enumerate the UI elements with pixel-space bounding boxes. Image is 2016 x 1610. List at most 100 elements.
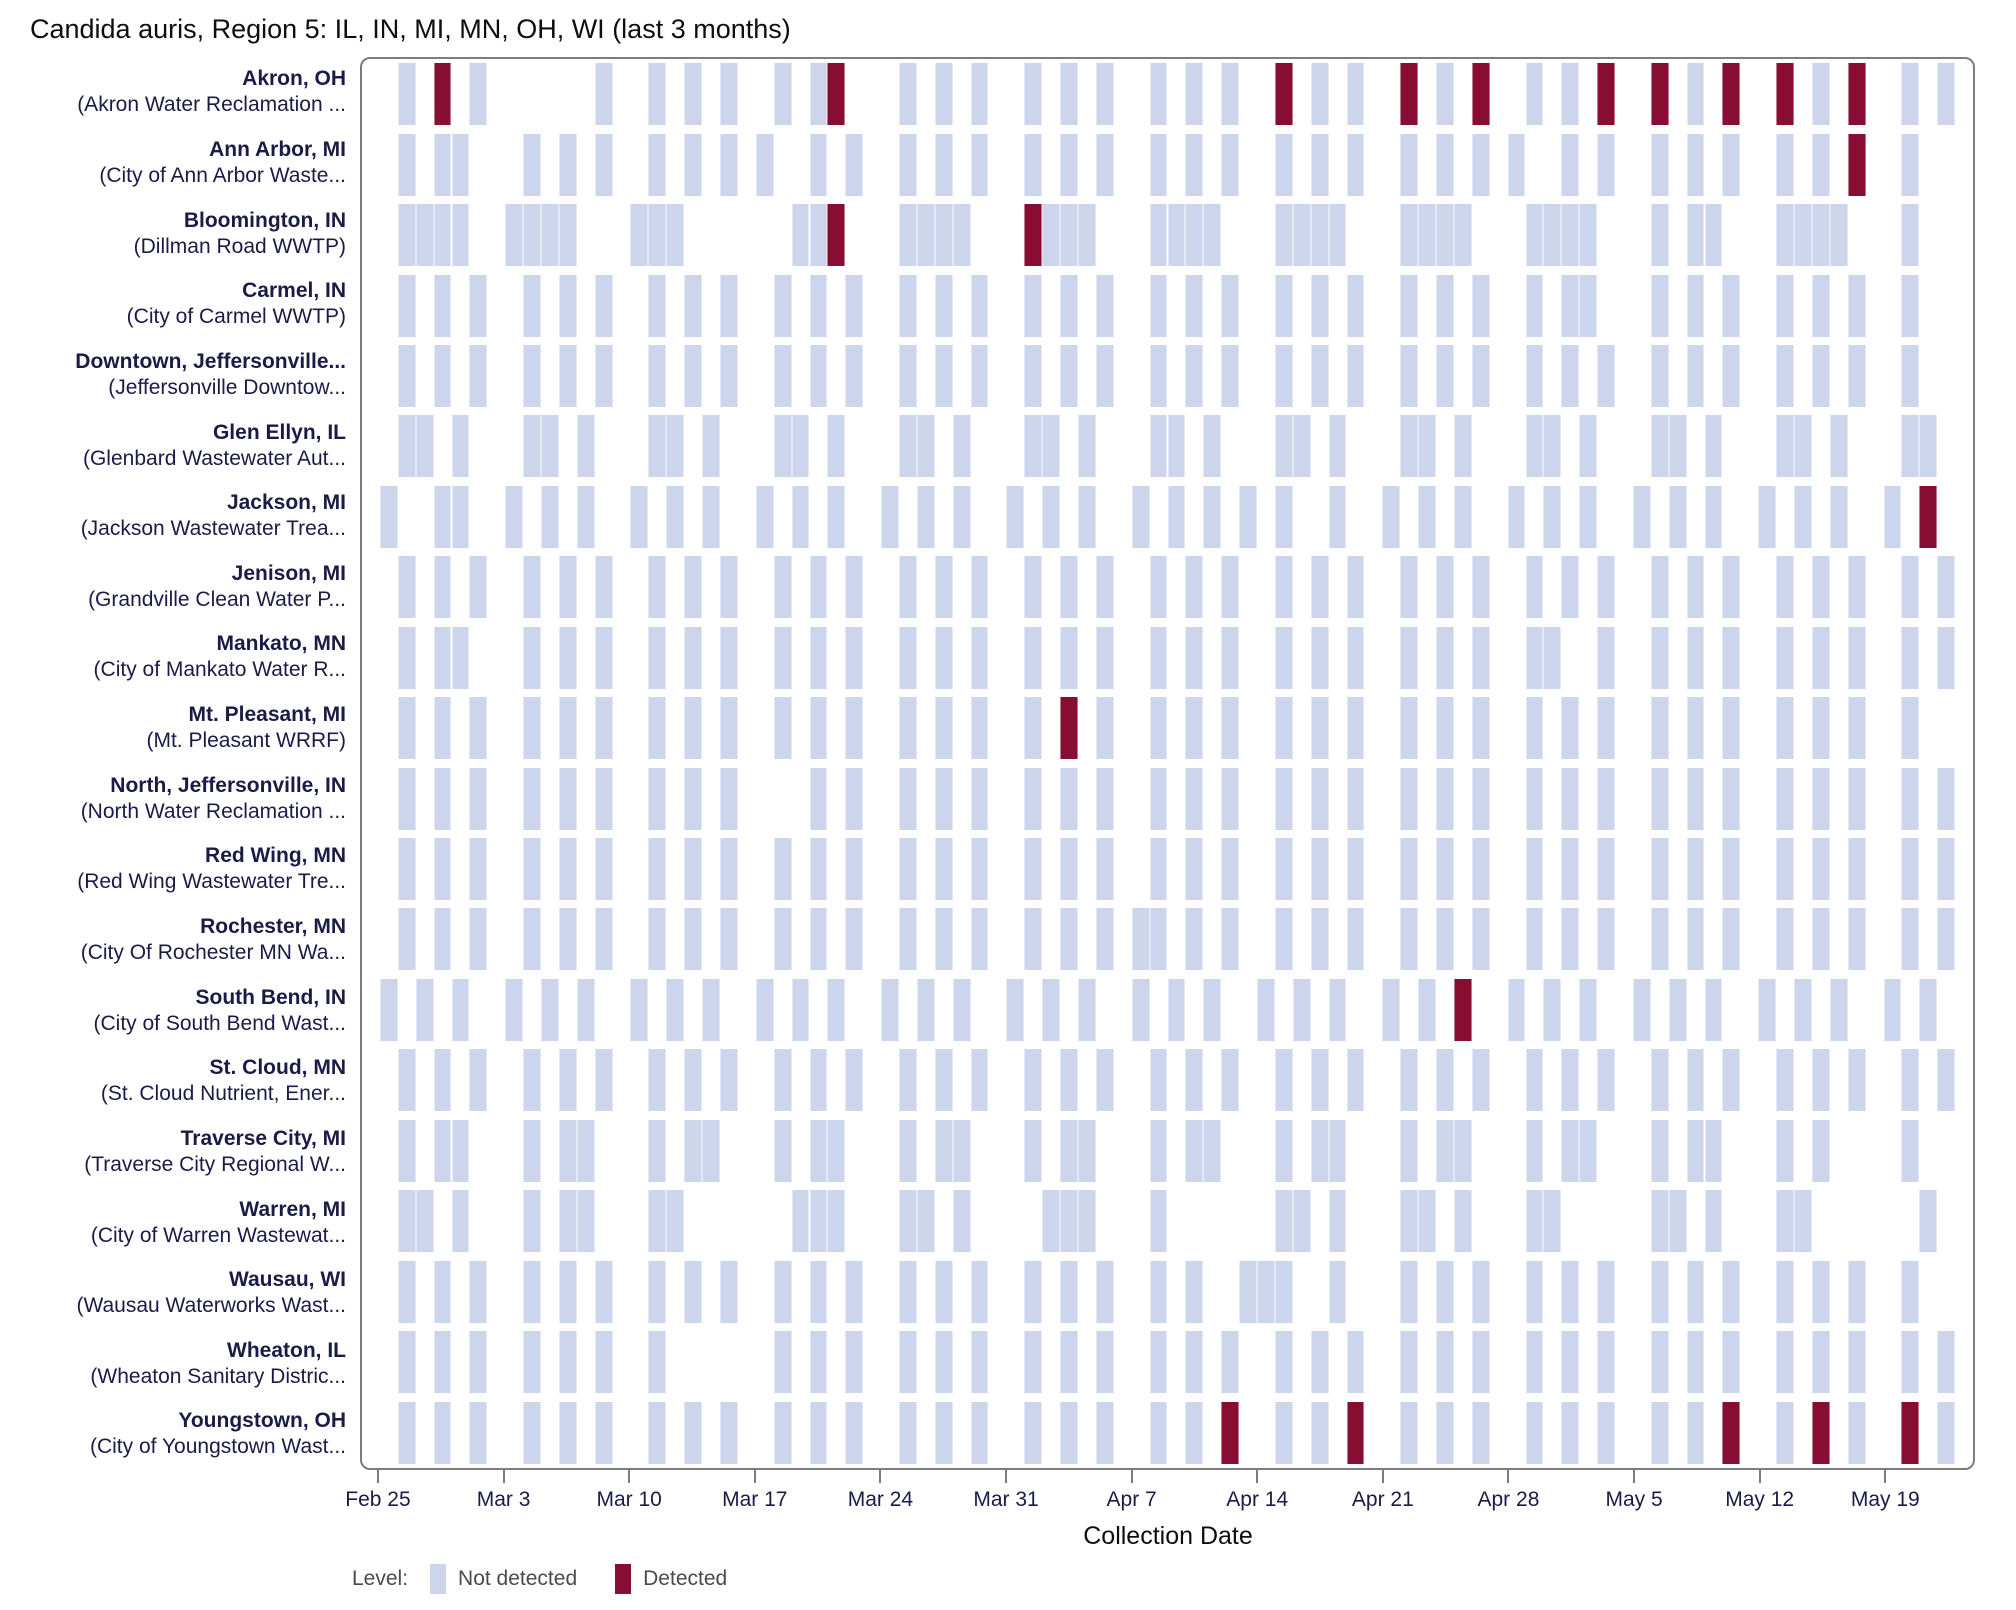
- not-detected-cell: [1095, 1401, 1114, 1464]
- not-detected-cell: [558, 908, 577, 971]
- not-detected-cell: [898, 556, 917, 619]
- not-detected-cell: [433, 344, 452, 407]
- not-detected-cell: [1274, 1331, 1293, 1394]
- not-detected-cell: [809, 697, 828, 760]
- tick-label: Apr 28: [1477, 1488, 1540, 1511]
- not-detected-cell: [684, 274, 703, 337]
- not-detected-cell: [773, 1049, 792, 1112]
- not-detected-cell: [558, 204, 577, 267]
- not-detected-cell: [720, 767, 738, 830]
- tick-label: Apr 21: [1351, 1488, 1414, 1511]
- not-detected-cell: [970, 908, 989, 971]
- not-detected-cell: [523, 767, 541, 830]
- not-detected-cell: [1167, 204, 1186, 267]
- not-detected-cell: [1758, 978, 1777, 1041]
- not-detected-cell: [1078, 204, 1096, 267]
- sample-row: [362, 1397, 1973, 1467]
- tick-label: Feb 25: [345, 1488, 411, 1511]
- not-detected-cell: [1722, 556, 1741, 619]
- not-detected-cell: [1346, 908, 1365, 971]
- not-detected-cell: [934, 697, 953, 760]
- not-detected-cell: [791, 1190, 810, 1253]
- not-detected-cell: [720, 556, 738, 619]
- not-detected-cell: [1937, 908, 1956, 971]
- not-detected-cell: [558, 767, 577, 830]
- not-detected-cell: [1686, 344, 1705, 407]
- not-detected-cell: [1167, 485, 1186, 548]
- chart-title: Candida auris, Region 5: IL, IN, MI, MN,…: [30, 14, 791, 44]
- not-detected-cell: [1811, 344, 1830, 407]
- not-detected-cell: [1525, 1331, 1544, 1394]
- not-detected-cell: [684, 556, 703, 619]
- not-detected-cell: [1310, 697, 1329, 760]
- not-detected-cell: [415, 978, 434, 1041]
- not-detected-cell: [1650, 767, 1669, 830]
- not-detected-cell: [1901, 697, 1920, 760]
- not-detected-cell: [934, 274, 953, 337]
- not-detected-cell: [1024, 556, 1043, 619]
- tick-mark: [1005, 1470, 1007, 1483]
- not-detected-cell: [1507, 978, 1526, 1041]
- not-detected-cell: [558, 838, 577, 901]
- not-detected-cell: [1453, 204, 1472, 267]
- not-detected-cell: [1400, 344, 1419, 407]
- not-detected-cell: [1561, 838, 1580, 901]
- sample-row: [362, 552, 1973, 622]
- not-detected-cell: [1722, 838, 1741, 901]
- sample-row: [362, 341, 1973, 411]
- not-detected-cell: [1901, 838, 1920, 901]
- not-detected-cell: [1400, 1401, 1419, 1464]
- not-detected-cell: [1024, 626, 1043, 689]
- row-city-label: Downtown, Jeffersonville...: [75, 349, 346, 373]
- not-detected-cell: [1937, 63, 1956, 126]
- not-detected-cell: [1310, 767, 1329, 830]
- not-detected-cell: [1435, 1260, 1454, 1323]
- not-detected-cell: [1095, 767, 1114, 830]
- not-detected-cell: [1471, 1401, 1490, 1464]
- not-detected-cell: [594, 63, 613, 126]
- not-detected-cell: [1561, 274, 1580, 337]
- not-detected-cell: [1722, 274, 1741, 337]
- not-detected-cell: [1597, 767, 1615, 830]
- row-facility-label: (City of South Bend Wast...: [93, 1011, 347, 1035]
- not-detected-cell: [809, 63, 828, 126]
- not-detected-cell: [1310, 133, 1329, 196]
- tick-mark: [1256, 1470, 1259, 1483]
- not-detected-cell: [1185, 1260, 1204, 1323]
- row-city-label: St. Cloud, MN: [209, 1056, 346, 1080]
- not-detected-cell: [1776, 274, 1794, 337]
- not-detected-cell: [1024, 274, 1043, 337]
- row-labels: Akron, OH (Akron Water Reclamation ... Ann…: [0, 57, 346, 1470]
- not-detected-cell: [720, 697, 738, 760]
- not-detected-cell: [898, 767, 917, 830]
- not-detected-cell: [952, 978, 971, 1041]
- not-detected-cell: [934, 767, 953, 830]
- not-detected-cell: [1597, 908, 1615, 971]
- not-detected-cell: [1435, 63, 1454, 126]
- not-detected-cell: [451, 204, 470, 267]
- not-detected-cell: [1650, 697, 1669, 760]
- not-detected-cell: [1203, 1119, 1222, 1182]
- not-detected-cell: [1811, 63, 1830, 126]
- not-detected-cell: [720, 1401, 738, 1464]
- detected-cell: [1274, 63, 1293, 126]
- not-detected-cell: [970, 344, 989, 407]
- not-detected-cell: [666, 204, 685, 267]
- tick-mark: [1381, 1470, 1384, 1483]
- not-detected-cell: [523, 626, 541, 689]
- not-detected-cell: [934, 63, 953, 126]
- not-detected-cell: [1400, 908, 1419, 971]
- not-detected-cell: [1471, 1331, 1490, 1394]
- not-detected-cell: [970, 767, 989, 830]
- not-detected-cell: [1274, 344, 1293, 407]
- not-detected-cell: [1078, 1119, 1096, 1182]
- not-detected-cell: [397, 63, 416, 126]
- not-detected-cell: [845, 767, 864, 830]
- not-detected-cell: [1811, 1049, 1830, 1112]
- not-detected-cell: [1901, 1260, 1920, 1323]
- not-detected-cell: [1095, 1260, 1114, 1323]
- not-detected-cell: [1221, 697, 1240, 760]
- not-detected-cell: [827, 485, 846, 548]
- not-detected-cell: [1776, 344, 1794, 407]
- not-detected-cell: [1847, 908, 1866, 971]
